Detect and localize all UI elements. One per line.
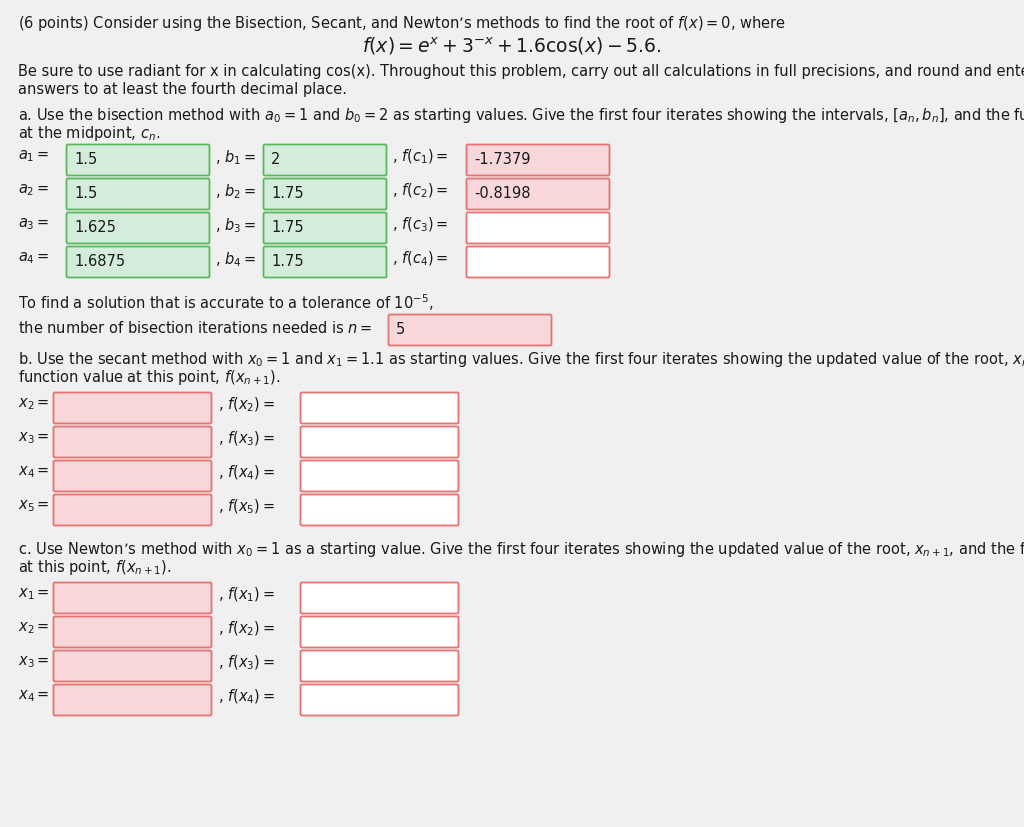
Text: 1.75: 1.75 xyxy=(271,221,304,236)
FancyBboxPatch shape xyxy=(300,427,459,457)
Text: , $f(x_2) =$: , $f(x_2) =$ xyxy=(218,620,275,638)
Text: , $f(c_2) =$: , $f(c_2) =$ xyxy=(392,182,449,200)
Text: , $f(x_4) =$: , $f(x_4) =$ xyxy=(218,688,275,706)
FancyBboxPatch shape xyxy=(67,179,210,209)
FancyBboxPatch shape xyxy=(467,213,609,243)
Text: , $f(c_1) =$: , $f(c_1) =$ xyxy=(392,148,449,166)
Text: $a_4 =$: $a_4 =$ xyxy=(18,250,49,265)
Text: answers to at least the fourth decimal place.: answers to at least the fourth decimal p… xyxy=(18,82,347,97)
Text: -0.8198: -0.8198 xyxy=(474,187,530,202)
Text: , $f(x_1) =$: , $f(x_1) =$ xyxy=(218,586,275,605)
FancyBboxPatch shape xyxy=(67,145,210,175)
FancyBboxPatch shape xyxy=(53,427,212,457)
Text: , $f(x_5) =$: , $f(x_5) =$ xyxy=(218,498,275,516)
FancyBboxPatch shape xyxy=(300,616,459,648)
FancyBboxPatch shape xyxy=(388,314,552,346)
FancyBboxPatch shape xyxy=(467,145,609,175)
Text: , $b_1 =$: , $b_1 =$ xyxy=(215,148,256,167)
Text: 2: 2 xyxy=(271,152,281,168)
Text: 5: 5 xyxy=(396,323,406,337)
Text: , $b_4 =$: , $b_4 =$ xyxy=(215,250,256,269)
FancyBboxPatch shape xyxy=(263,246,386,278)
FancyBboxPatch shape xyxy=(300,495,459,525)
Text: at the midpoint, $c_n$.: at the midpoint, $c_n$. xyxy=(18,124,161,143)
Text: at this point, $f(x_{n+1})$.: at this point, $f(x_{n+1})$. xyxy=(18,558,172,577)
Text: To find a solution that is accurate to a tolerance of $10^{-5}$,: To find a solution that is accurate to a… xyxy=(18,292,433,313)
Text: 1.6875: 1.6875 xyxy=(74,255,125,270)
Text: $x_3 =$: $x_3 =$ xyxy=(18,654,49,670)
FancyBboxPatch shape xyxy=(467,246,609,278)
Text: $x_4 =$: $x_4 =$ xyxy=(18,688,49,704)
FancyBboxPatch shape xyxy=(263,213,386,243)
Text: $x_4 =$: $x_4 =$ xyxy=(18,464,49,480)
Text: $f(x) = e^x + 3^{-x} + 1.6\cos(x) - 5.6.$: $f(x) = e^x + 3^{-x} + 1.6\cos(x) - 5.6.… xyxy=(362,36,662,57)
Text: , $f(c_4) =$: , $f(c_4) =$ xyxy=(392,250,449,269)
Text: $x_2 =$: $x_2 =$ xyxy=(18,620,49,636)
Text: (6 points) Consider using the Bisection, Secant, and Newton’s methods to find th: (6 points) Consider using the Bisection,… xyxy=(18,14,785,33)
FancyBboxPatch shape xyxy=(263,145,386,175)
FancyBboxPatch shape xyxy=(467,179,609,209)
FancyBboxPatch shape xyxy=(67,246,210,278)
Text: 1.625: 1.625 xyxy=(74,221,116,236)
FancyBboxPatch shape xyxy=(300,393,459,423)
FancyBboxPatch shape xyxy=(67,213,210,243)
Text: 1.5: 1.5 xyxy=(74,187,97,202)
Text: 1.75: 1.75 xyxy=(271,187,304,202)
Text: , $f(c_3) =$: , $f(c_3) =$ xyxy=(392,216,449,234)
FancyBboxPatch shape xyxy=(53,461,212,491)
Text: , $f(x_4) =$: , $f(x_4) =$ xyxy=(218,464,275,482)
Text: , $f(x_2) =$: , $f(x_2) =$ xyxy=(218,396,275,414)
Text: , $f(x_3) =$: , $f(x_3) =$ xyxy=(218,430,275,448)
Text: , $b_3 =$: , $b_3 =$ xyxy=(215,216,256,235)
Text: the number of bisection iterations needed is $n =$: the number of bisection iterations neede… xyxy=(18,320,373,336)
Text: $x_3 =$: $x_3 =$ xyxy=(18,430,49,446)
FancyBboxPatch shape xyxy=(300,582,459,614)
Text: b. Use the secant method with $x_0 = 1$ and $x_1 = 1.1$ as starting values. Give: b. Use the secant method with $x_0 = 1$ … xyxy=(18,350,1024,369)
FancyBboxPatch shape xyxy=(53,616,212,648)
Text: $a_2 =$: $a_2 =$ xyxy=(18,182,49,198)
Text: c. Use Newton’s method with $x_0 = 1$ as a starting value. Give the first four i: c. Use Newton’s method with $x_0 = 1$ as… xyxy=(18,540,1024,559)
FancyBboxPatch shape xyxy=(300,461,459,491)
Text: $x_1 =$: $x_1 =$ xyxy=(18,586,49,602)
FancyBboxPatch shape xyxy=(53,495,212,525)
Text: 1.5: 1.5 xyxy=(74,152,97,168)
Text: $x_5 =$: $x_5 =$ xyxy=(18,498,49,514)
FancyBboxPatch shape xyxy=(300,651,459,681)
Text: $x_2 =$: $x_2 =$ xyxy=(18,396,49,412)
Text: $a_1 =$: $a_1 =$ xyxy=(18,148,49,164)
Text: 1.75: 1.75 xyxy=(271,255,304,270)
Text: function value at this point, $f(x_{n+1})$.: function value at this point, $f(x_{n+1}… xyxy=(18,368,281,387)
Text: -1.7379: -1.7379 xyxy=(474,152,530,168)
FancyBboxPatch shape xyxy=(53,685,212,715)
FancyBboxPatch shape xyxy=(300,685,459,715)
FancyBboxPatch shape xyxy=(263,179,386,209)
FancyBboxPatch shape xyxy=(53,393,212,423)
Text: Be sure to use radiant for x in calculating cos(x). Throughout this problem, car: Be sure to use radiant for x in calculat… xyxy=(18,64,1024,79)
Text: , $f(x_3) =$: , $f(x_3) =$ xyxy=(218,654,275,672)
Text: , $b_2 =$: , $b_2 =$ xyxy=(215,182,256,201)
Text: a. Use the bisection method with $a_0 = 1$ and $b_0 = 2$ as starting values. Giv: a. Use the bisection method with $a_0 = … xyxy=(18,106,1024,125)
Text: $a_3 =$: $a_3 =$ xyxy=(18,216,49,232)
FancyBboxPatch shape xyxy=(53,651,212,681)
FancyBboxPatch shape xyxy=(53,582,212,614)
